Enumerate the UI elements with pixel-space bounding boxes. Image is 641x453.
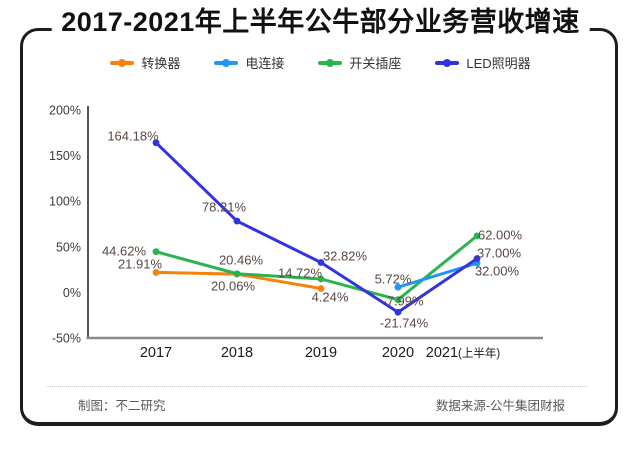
legend-item: 开关插座: [318, 53, 401, 72]
data-label: 164.18%: [107, 129, 159, 144]
data-point: [317, 285, 325, 292]
data-label: 78.21%: [202, 200, 247, 215]
x-tick-label: 2018: [221, 345, 253, 361]
chart-legend: 转换器 电连接 开关插座 LED照明器: [0, 53, 641, 72]
data-label: -7.99%: [382, 294, 424, 309]
y-tick-label: 0%: [63, 286, 81, 300]
data-label: 32.00%: [475, 264, 520, 279]
legend-label: 开关插座: [349, 56, 402, 71]
data-point: [394, 308, 402, 316]
footer-divider: [46, 386, 587, 387]
data-point: [394, 283, 402, 291]
legend-label: 转换器: [141, 56, 181, 71]
data-label: -21.74%: [380, 316, 429, 331]
x-tick-label: 2017: [140, 345, 172, 361]
legend-item: 转换器: [110, 53, 180, 72]
legend-label: 电连接: [245, 56, 285, 71]
data-label: 20.06%: [211, 279, 256, 294]
y-tick-label: -50%: [52, 332, 81, 346]
legend-marker-icon: [435, 58, 460, 67]
data-point: [152, 139, 160, 147]
legend-label: LED照明器: [466, 56, 531, 71]
data-label: 4.24%: [312, 290, 349, 305]
x-tick-label: 2019: [305, 345, 337, 361]
x-tick-label: 2020: [382, 345, 414, 361]
data-point: [473, 255, 481, 263]
data-point: [317, 275, 325, 283]
data-point: [317, 259, 325, 266]
footer-credit: 制图：不二研究: [78, 399, 166, 413]
legend-marker-icon: [214, 58, 239, 67]
data-point: [152, 269, 160, 276]
data-label: 32.82%: [323, 249, 368, 264]
y-tick-label: 100%: [49, 195, 81, 209]
data-point: [233, 270, 241, 278]
data-label: 44.62%: [102, 244, 147, 259]
data-label: 21.91%: [118, 257, 163, 272]
page-title: 2017-2021年上半年公牛部分业务营收增速: [51, 1, 590, 43]
data-point: [233, 217, 241, 225]
x-tick-label: 2021(上半年): [426, 345, 501, 361]
data-label: 14.72%: [278, 266, 323, 281]
data-label: 5.72%: [375, 272, 412, 287]
data-point: [394, 296, 402, 304]
legend-item: LED照明器: [435, 53, 531, 72]
legend-marker-icon: [318, 58, 343, 67]
y-tick-label: 200%: [49, 104, 81, 118]
data-point: [152, 248, 160, 256]
legend-item: 电连接: [214, 53, 284, 72]
data-label: 37.00%: [477, 246, 522, 261]
legend-marker-icon: [110, 58, 135, 67]
y-tick-label: 150%: [49, 149, 81, 163]
chart-card: [20, 28, 618, 426]
y-tick-label: 50%: [56, 240, 81, 254]
data-point: [473, 232, 481, 240]
data-label: 20.46%: [219, 253, 264, 268]
data-label: 62.00%: [478, 228, 523, 243]
footer-source: 数据来源-公牛集团财报: [435, 399, 565, 413]
